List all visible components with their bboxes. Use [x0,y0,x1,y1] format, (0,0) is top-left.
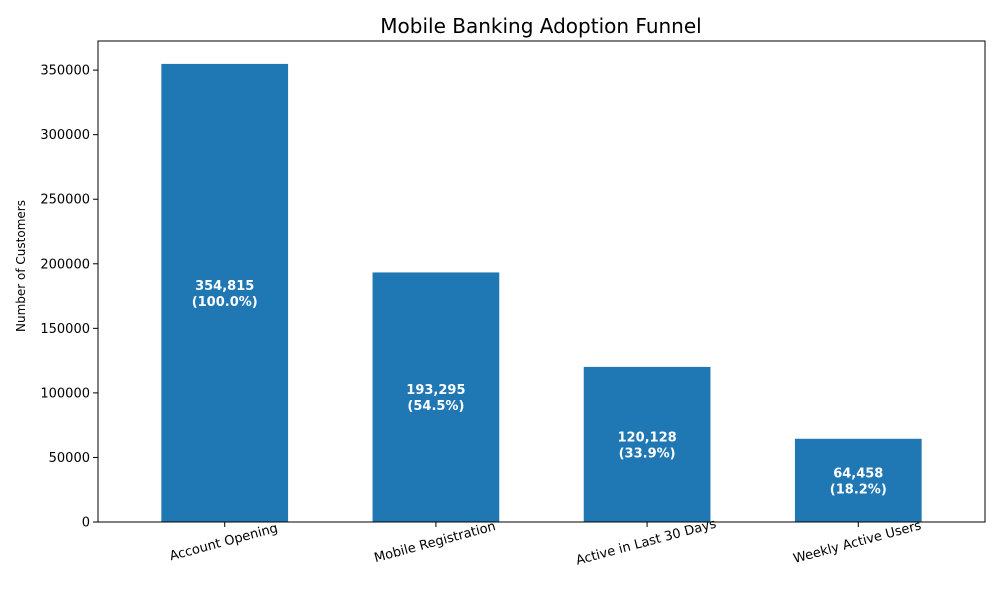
y-tick-label-3: 150000 [40,322,90,337]
y-tick-label-5: 250000 [40,193,90,208]
bar-2 [583,366,711,522]
bar-labels-layer: 354,815(100.0%) 193,295(54.5%) 120,128(33.… [192,279,887,497]
bar-value-label-1: 193,295 [406,383,465,398]
bar-value-label-0: 354,815 [195,279,254,294]
y-tick-label-0: 0 [82,516,90,531]
bar-percent-label-2: (33.9%) [619,446,676,461]
y-axis: 0 50000 100000 150000 200000 250000 300000 3500… [40,64,98,531]
x-tick-label-1: Mobile Registration [373,519,498,566]
bar-value-label-2: 120,128 [617,430,676,445]
y-tick-label-4: 200000 [40,257,90,272]
bar-value-label-3: 64,458 [833,466,883,481]
y-axis-label: Number of Customers [14,200,28,332]
bar-percent-label-3: (18.2%) [830,482,887,497]
bar-1 [372,272,500,522]
y-tick-label-1: 50000 [49,451,90,466]
chart-title: Mobile Banking Adoption Funnel [380,14,701,38]
y-tick-label-7: 350000 [40,64,90,79]
bar-0 [161,63,289,523]
bar-percent-label-0: (100.0%) [192,295,258,310]
x-tick-label-2: Active in Last 30 Days [574,517,718,569]
x-tick-label-0: Account Opening [168,521,280,564]
plot-frame [97,40,986,523]
bars-layer [161,63,922,523]
x-axis: Account Opening Mobile Registration Active… [168,517,923,569]
bar-percent-label-1: (54.5%) [407,399,464,414]
y-tick-label-2: 100000 [40,386,90,401]
bar-3 [794,438,922,522]
x-tick-label-3: Weekly Active Users [792,518,923,567]
y-tick-label-6: 300000 [40,128,90,143]
